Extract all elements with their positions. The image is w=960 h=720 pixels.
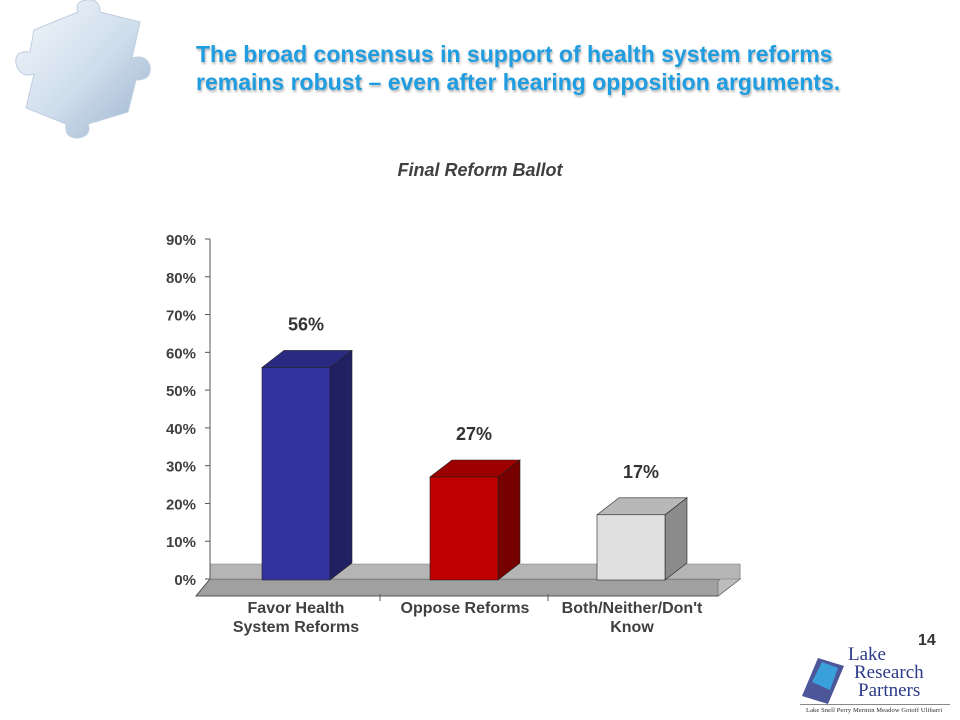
chart-floor	[194, 578, 742, 597]
data-label: 56%	[288, 314, 324, 334]
y-axis-tick-label: 30%	[166, 459, 196, 476]
x-axis-category-label: System Reforms	[233, 619, 359, 636]
y-axis-tick-label: 40%	[166, 421, 196, 438]
y-axis-tick-label: 20%	[166, 496, 196, 513]
chart-title: Final Reform Ballot	[397, 160, 563, 180]
x-axis-category-label: Know	[610, 619, 654, 636]
y-axis-tick-label: 90%	[166, 232, 196, 249]
logo-partner-names: Lake Snell Perry Mermin Meadow Gotoff Ul…	[806, 707, 943, 714]
bar-side	[497, 459, 521, 581]
bar	[261, 367, 331, 581]
puzzle-piece-graphic	[15, 0, 151, 139]
logo-word-2: Research	[854, 662, 924, 683]
y-axis-tick-label: 60%	[166, 345, 196, 362]
logo-word-3: Partners	[858, 680, 921, 701]
logo-wordmark: Lake Research Partners	[848, 644, 948, 701]
company-logo	[800, 658, 950, 705]
slide-number: 14	[918, 632, 936, 649]
headline-line-1: The broad consensus in support of health…	[196, 41, 833, 67]
y-axis-tick-label: 70%	[166, 308, 196, 325]
data-label: 17%	[623, 462, 659, 482]
y-axis-tick-label: 0%	[174, 572, 196, 589]
bar	[596, 514, 666, 581]
x-axis-category-label: Favor Health	[248, 600, 345, 617]
y-axis-tick-label: 50%	[166, 383, 196, 400]
slide-headline: The broad consensus in support of health…	[196, 40, 956, 96]
bar-side	[329, 349, 353, 581]
logo-word-1: Lake	[848, 644, 886, 665]
data-label: 27%	[456, 424, 492, 444]
x-axis-category-label: Oppose Reforms	[401, 600, 530, 617]
y-axis-tick-label: 10%	[166, 534, 196, 551]
y-axis-tick-label: 80%	[166, 270, 196, 287]
bar	[429, 476, 499, 581]
x-axis-category-label: Both/Neither/Don't	[562, 600, 703, 617]
headline-line-2: remains robust – even after hearing oppo…	[196, 69, 841, 95]
